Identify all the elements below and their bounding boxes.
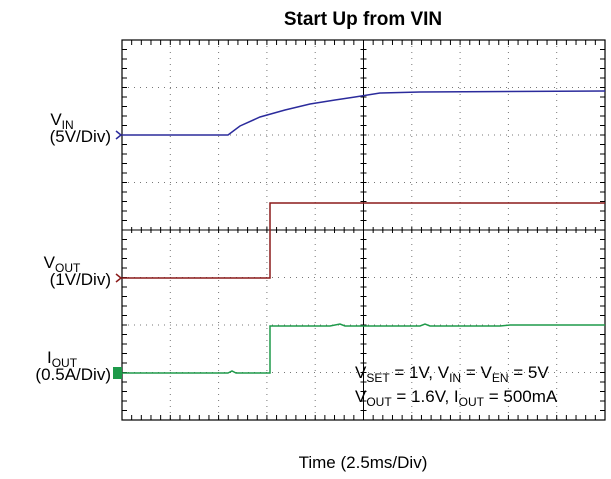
- text-part: = V: [461, 363, 492, 382]
- text-part: = 1.6V, I: [392, 387, 459, 406]
- text-part: SET: [366, 371, 390, 385]
- text-part: IN: [62, 118, 74, 132]
- text-part: V: [355, 387, 367, 406]
- text-part: OUT: [366, 395, 392, 409]
- text-part: = 1V, V: [390, 363, 450, 382]
- channel-scale: (5V/Div): [50, 127, 111, 146]
- text-part: V: [50, 110, 62, 129]
- annotation-line: VOUT = 1.6V, IOUT = 500mA: [355, 387, 558, 409]
- channel-name: VIN: [50, 110, 73, 132]
- vout-trace: [122, 202, 605, 279]
- x-label: Time (2.5ms/Div): [299, 453, 428, 472]
- channel-scale: (1V/Div): [50, 270, 111, 289]
- annotation-line: VSET = 1V, VIN = VEN = 5V: [355, 363, 549, 385]
- text-part: = 500mA: [484, 387, 558, 406]
- channel-name: IOUT: [47, 348, 78, 370]
- vout-marker: [115, 273, 123, 283]
- text-part: OUT: [52, 356, 78, 370]
- vin-marker: [115, 130, 123, 140]
- vin-trace: [122, 90, 606, 136]
- text-part: V: [44, 253, 56, 272]
- text-part: OUT: [55, 261, 81, 275]
- iout-marker: [113, 367, 122, 379]
- text-part: EN: [492, 371, 509, 385]
- channel-scale: (0.5A/Div): [35, 365, 111, 384]
- text-part: V: [355, 363, 367, 382]
- title: Start Up from VIN: [284, 9, 442, 30]
- text-part: I: [47, 348, 52, 367]
- text-part: OUT: [459, 395, 485, 409]
- iout-trace: [122, 323, 605, 374]
- text-part: = 5V: [508, 363, 549, 382]
- text-part: IN: [449, 371, 461, 385]
- grid: [121, 39, 606, 421]
- channel-name: VOUT: [44, 253, 81, 275]
- labels: VIN(5V/Div)VOUT(1V/Div)IOUT(0.5A/Div) VSE…: [35, 110, 557, 409]
